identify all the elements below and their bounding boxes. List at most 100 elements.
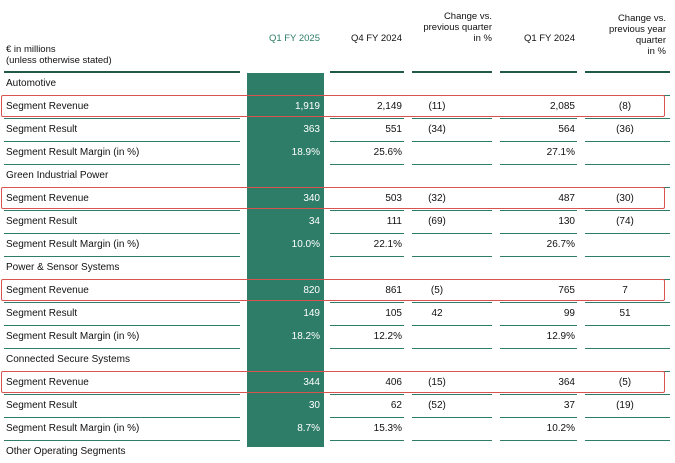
highlight-box xyxy=(1,95,665,117)
row-label: Segment Result Margin (in %) xyxy=(6,239,140,250)
row-divider xyxy=(4,440,240,441)
row-divider xyxy=(412,256,492,257)
cell-change-quarter xyxy=(412,326,462,348)
row-divider xyxy=(4,302,240,303)
row-divider xyxy=(585,256,670,257)
table-row: Segment Revenue 820 861 (5) 765 7 xyxy=(0,280,675,302)
cell-q1-fy2024: 27.1% xyxy=(546,147,575,158)
cell-change-year: (19) xyxy=(616,400,634,411)
row-divider xyxy=(412,417,492,418)
row-divider xyxy=(330,348,404,349)
row-divider xyxy=(585,141,670,142)
section-title: Other Operating Segments xyxy=(6,446,126,457)
table-row: Segment Result Margin (in %) 10.0% 22.1% 26… xyxy=(0,234,675,256)
row-divider xyxy=(585,417,670,418)
cell-q1-fy2025: 149 xyxy=(303,308,320,319)
cell-change-quarter xyxy=(412,142,462,164)
row-divider xyxy=(330,417,404,418)
row-divider xyxy=(330,164,404,165)
row-divider xyxy=(4,348,240,349)
row-divider xyxy=(330,325,404,326)
row-divider xyxy=(330,440,404,441)
cell-q4-fy2024: 22.1% xyxy=(373,239,402,250)
cell-q1-fy2025: 10.0% xyxy=(291,239,320,250)
cell-q1-fy2024: 37 xyxy=(563,400,575,411)
cell-change-quarter: (52) xyxy=(428,400,446,411)
row-divider xyxy=(500,256,577,257)
cell-change-quarter: (32) xyxy=(428,193,446,204)
row-divider xyxy=(585,440,670,441)
cell-q1-fy2025: 18.2% xyxy=(291,331,320,342)
row-label: Segment Result xyxy=(6,216,78,227)
cell-q1-fy2025: 30 xyxy=(308,400,320,411)
row-label: Segment Result Margin (in %) xyxy=(6,423,140,434)
row-divider xyxy=(412,302,492,303)
row-label: Segment Result Margin (in %) xyxy=(6,331,140,342)
section-title-row: Automotive xyxy=(0,73,675,95)
row-divider xyxy=(4,325,240,326)
row-divider xyxy=(4,164,240,165)
unit-note: € in millions (unless otherwise stated) xyxy=(6,44,206,66)
section-title-row: Connected Secure Systems xyxy=(0,349,675,371)
cell-q1-fy2025: 18.9% xyxy=(291,147,320,158)
row-divider xyxy=(412,440,492,441)
row-divider xyxy=(500,325,577,326)
cell-q4-fy2024: 62 xyxy=(390,400,402,411)
table-row: Segment Result Margin (in %) 18.9% 25.6% 27… xyxy=(0,142,675,164)
cell-q4-fy2024: 25.6% xyxy=(373,147,402,158)
row-divider xyxy=(330,210,404,211)
row-divider xyxy=(4,256,240,257)
cell-change-quarter: (34) xyxy=(428,124,446,135)
cell-q4-fy2024: 12.2% xyxy=(373,331,402,342)
cell-change-quarter: 42 xyxy=(431,308,443,319)
cell-q1-fy2024: 765 xyxy=(558,285,575,296)
row-label: Segment Result xyxy=(6,308,78,319)
cell-q4-fy2024: 551 xyxy=(385,124,402,135)
col-header-line: in % xyxy=(647,46,666,57)
row-divider xyxy=(585,348,670,349)
col-header-line: quarter xyxy=(635,35,666,46)
cell-change-quarter: (11) xyxy=(428,101,446,112)
cell-q1-fy2025: 340 xyxy=(303,193,320,204)
cell-change-quarter: (69) xyxy=(428,216,446,227)
cell-q1-fy2024: 99 xyxy=(563,308,575,319)
cell-change-year: 51 xyxy=(619,308,631,319)
row-divider xyxy=(412,164,492,165)
row-divider xyxy=(585,302,670,303)
header-rule xyxy=(412,71,492,73)
unit-note-line: (unless otherwise stated) xyxy=(6,55,112,66)
highlight-box xyxy=(1,371,665,393)
row-label: Segment Result Margin (in %) xyxy=(6,147,140,158)
col-header-q4-fy2024: Q4 FY 2024 xyxy=(350,33,402,44)
row-label: Segment Result xyxy=(6,124,78,135)
cell-q1-fy2024: 10.2% xyxy=(546,423,575,434)
cell-q1-fy2024: 12.9% xyxy=(546,331,575,342)
cell-q4-fy2024: 503 xyxy=(385,193,402,204)
row-divider xyxy=(4,210,240,211)
row-divider xyxy=(500,233,577,234)
row-divider xyxy=(4,118,240,119)
row-divider xyxy=(585,325,670,326)
table-row: Segment Result 149 105 42 99 51 xyxy=(0,303,675,325)
section-title-row: Green Industrial Power xyxy=(0,165,675,187)
row-divider xyxy=(330,141,404,142)
cell-change-year: (5) xyxy=(618,377,632,388)
cell-change-year: (30) xyxy=(616,193,634,204)
row-divider xyxy=(500,164,577,165)
cell-change-quarter: (5) xyxy=(430,285,444,296)
cell-q1-fy2024: 564 xyxy=(558,124,575,135)
row-divider xyxy=(330,256,404,257)
cell-q1-fy2025: 1,919 xyxy=(294,101,320,112)
row-divider xyxy=(330,302,404,303)
cell-change-quarter xyxy=(412,418,462,440)
highlight-box xyxy=(1,279,665,301)
col-header-change-quarter: Change vs. previous quarter in % xyxy=(400,11,492,44)
row-divider xyxy=(500,210,577,211)
row-divider xyxy=(412,394,492,395)
col-header-q1-fy2024: Q1 FY 2024 xyxy=(523,33,575,44)
row-label: Segment Revenue xyxy=(6,285,89,296)
row-divider xyxy=(330,118,404,119)
row-label: Segment Revenue xyxy=(6,101,89,112)
row-divider xyxy=(500,302,577,303)
row-divider xyxy=(585,394,670,395)
